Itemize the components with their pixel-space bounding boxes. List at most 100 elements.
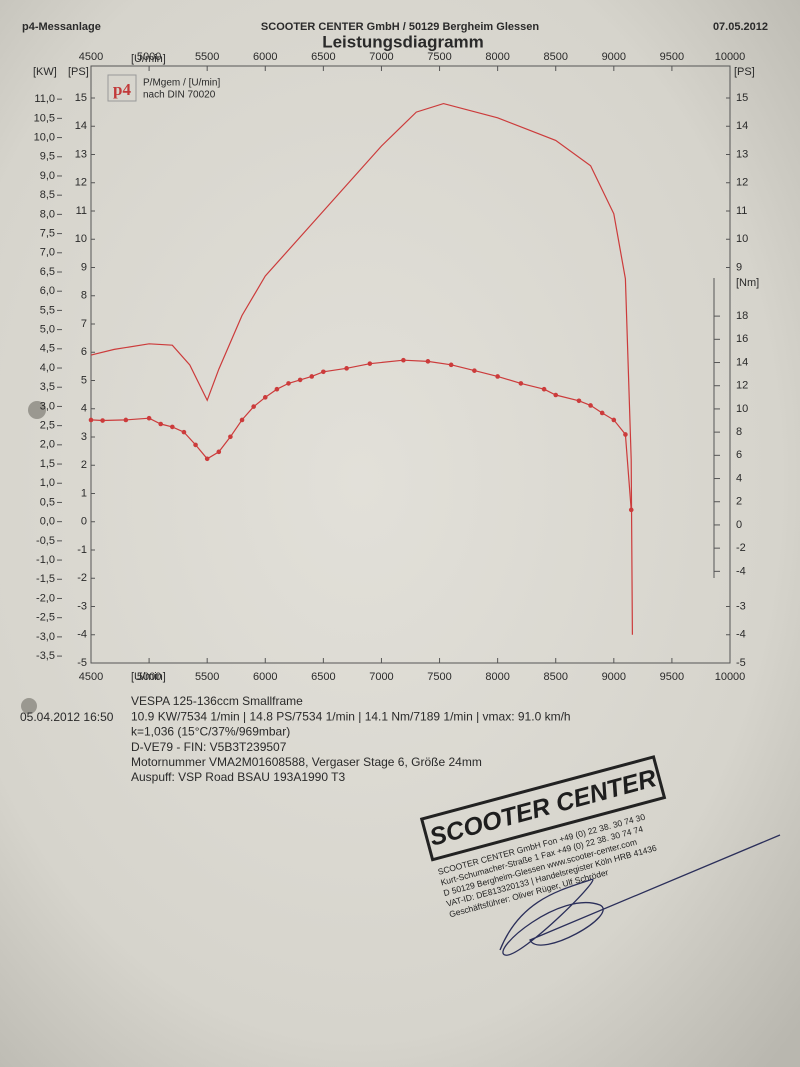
y2-tick-label: 0 <box>736 519 742 531</box>
y-tick-label: 2 <box>81 459 87 471</box>
y-tick-label: 13 <box>75 148 87 160</box>
legend-text: nach DIN 70020 <box>143 90 216 101</box>
y2-unit: [Nm] <box>736 277 759 289</box>
y2-tick-label: 8 <box>736 426 742 438</box>
y-right-tick-label: 9 <box>736 261 742 273</box>
y-right-tick-label: 14 <box>736 120 748 132</box>
series-marker <box>588 403 593 408</box>
y2-tick-label: 6 <box>736 449 742 461</box>
y2-tick-label: -4 <box>736 565 746 577</box>
kw-tick-label: -1,5 <box>36 573 55 585</box>
series-marker <box>239 417 245 423</box>
series-marker <box>628 507 634 513</box>
info-line: D-VE79 - FIN: V5B3T239507 <box>131 740 287 754</box>
kw-tick-label: 3,5 <box>40 381 55 393</box>
series-marker <box>286 381 291 386</box>
series-marker <box>553 392 559 398</box>
chart-title: Leistungsdiagramm <box>322 32 484 51</box>
series-marker <box>472 368 477 373</box>
kw-tick-label: 6,5 <box>40 266 55 278</box>
kw-tick-label: 10,0 <box>34 131 55 143</box>
series-marker <box>367 361 373 366</box>
y-tick-label: 5 <box>81 374 87 386</box>
y-right-tick-label: -3 <box>736 600 746 612</box>
x-tick-label: 6000 <box>253 671 277 683</box>
x-tick-label: 8500 <box>543 51 567 63</box>
y-tick-label: -2 <box>77 572 87 584</box>
y2-tick-label: 12 <box>736 380 748 392</box>
header-left: p4-Messanlage <box>22 21 101 33</box>
y-right-tick-label: 12 <box>736 177 748 189</box>
y-right-tick-label: -4 <box>736 629 746 641</box>
info-line: VESPA 125-136ccm Smallframe <box>131 694 303 708</box>
kw-tick-label: 0,5 <box>40 496 55 508</box>
kw-tick-label: 9,0 <box>40 170 55 182</box>
series-marker <box>401 357 406 363</box>
header-right: 07.05.2012 <box>713 21 768 33</box>
x-tick-label: 9500 <box>660 671 684 683</box>
kw-tick-label: 1,0 <box>40 477 55 489</box>
kw-tick-label: 9,5 <box>40 151 55 163</box>
y-tick-label: 4 <box>81 403 87 415</box>
kw-tick-label: 5,5 <box>40 304 55 316</box>
kw-tick-label: 2,0 <box>40 439 55 451</box>
plot-frame <box>90 65 731 664</box>
series-marker <box>216 449 222 455</box>
y-right-tick-label: 11 <box>736 205 747 217</box>
kw-tick-label: -2,0 <box>36 592 55 604</box>
series-marker <box>228 434 233 440</box>
kw-tick-label: 4,5 <box>40 343 55 355</box>
series-marker <box>193 442 198 448</box>
y-right-tick-label: 13 <box>736 148 748 160</box>
x-tick-label: 8500 <box>543 671 567 683</box>
x-tick-label: 4500 <box>79 51 103 63</box>
y-tick-label: 9 <box>81 261 87 273</box>
y-unit-right: [PS] <box>734 66 755 78</box>
kw-tick-label: -3,0 <box>36 631 55 643</box>
series-marker <box>309 374 315 379</box>
y-tick-label: 8 <box>81 290 87 302</box>
x-tick-label: 5000 <box>137 51 161 63</box>
series-marker <box>88 417 94 423</box>
series-marker <box>158 421 164 427</box>
kw-tick-label: -2,5 <box>36 612 55 624</box>
series-marker <box>599 410 605 416</box>
series-marker <box>344 366 349 371</box>
x-tick-label: 7500 <box>427 51 451 63</box>
y-tick-label: 1 <box>81 487 87 499</box>
legend-text: P/Mgem / [U/min] <box>143 78 220 89</box>
series-marker <box>611 417 617 423</box>
y-tick-label: 6 <box>81 346 87 358</box>
info-line: Motornummer VMA2M01608588, Vergaser Stag… <box>131 755 482 769</box>
x-tick-label: 6500 <box>311 51 335 63</box>
header-center: SCOOTER CENTER GmbH / 50129 Bergheim Gle… <box>261 21 539 33</box>
kw-tick-label: 10,5 <box>34 112 55 124</box>
stamp-box <box>419 755 667 862</box>
kw-tick-label: 7,0 <box>40 247 55 259</box>
y-tick-label: 15 <box>75 92 87 104</box>
series-marker <box>495 374 500 379</box>
kw-tick-label: 2,5 <box>40 420 55 432</box>
kw-tick-label: 8,5 <box>40 189 55 201</box>
y-tick-label: 10 <box>75 233 87 245</box>
punch-hole <box>21 698 37 714</box>
info-datetime: 05.04.2012 16:50 <box>20 710 114 724</box>
series-marker <box>321 369 326 375</box>
x-tick-label: 6500 <box>311 671 335 683</box>
y-tick-label: 3 <box>81 431 87 443</box>
series-marker <box>251 404 256 409</box>
kw-tick-label: -1,0 <box>36 554 55 566</box>
legend-logo-box <box>107 74 137 102</box>
kw-tick-label: 6,0 <box>40 285 55 297</box>
kw-tick-label: 8,0 <box>40 208 55 220</box>
series-marker <box>100 418 105 423</box>
kw-tick-label: 3,0 <box>40 400 55 412</box>
series-line <box>90 102 633 635</box>
kw-tick-label: -3,5 <box>36 650 55 662</box>
y-right-tick-label: -5 <box>736 657 746 669</box>
info-line: Auspuff: VSP Road BSAU 193A1990 T3 <box>131 770 345 784</box>
x-tick-label: 10000 <box>715 671 746 683</box>
x-tick-label: 5500 <box>195 671 219 683</box>
